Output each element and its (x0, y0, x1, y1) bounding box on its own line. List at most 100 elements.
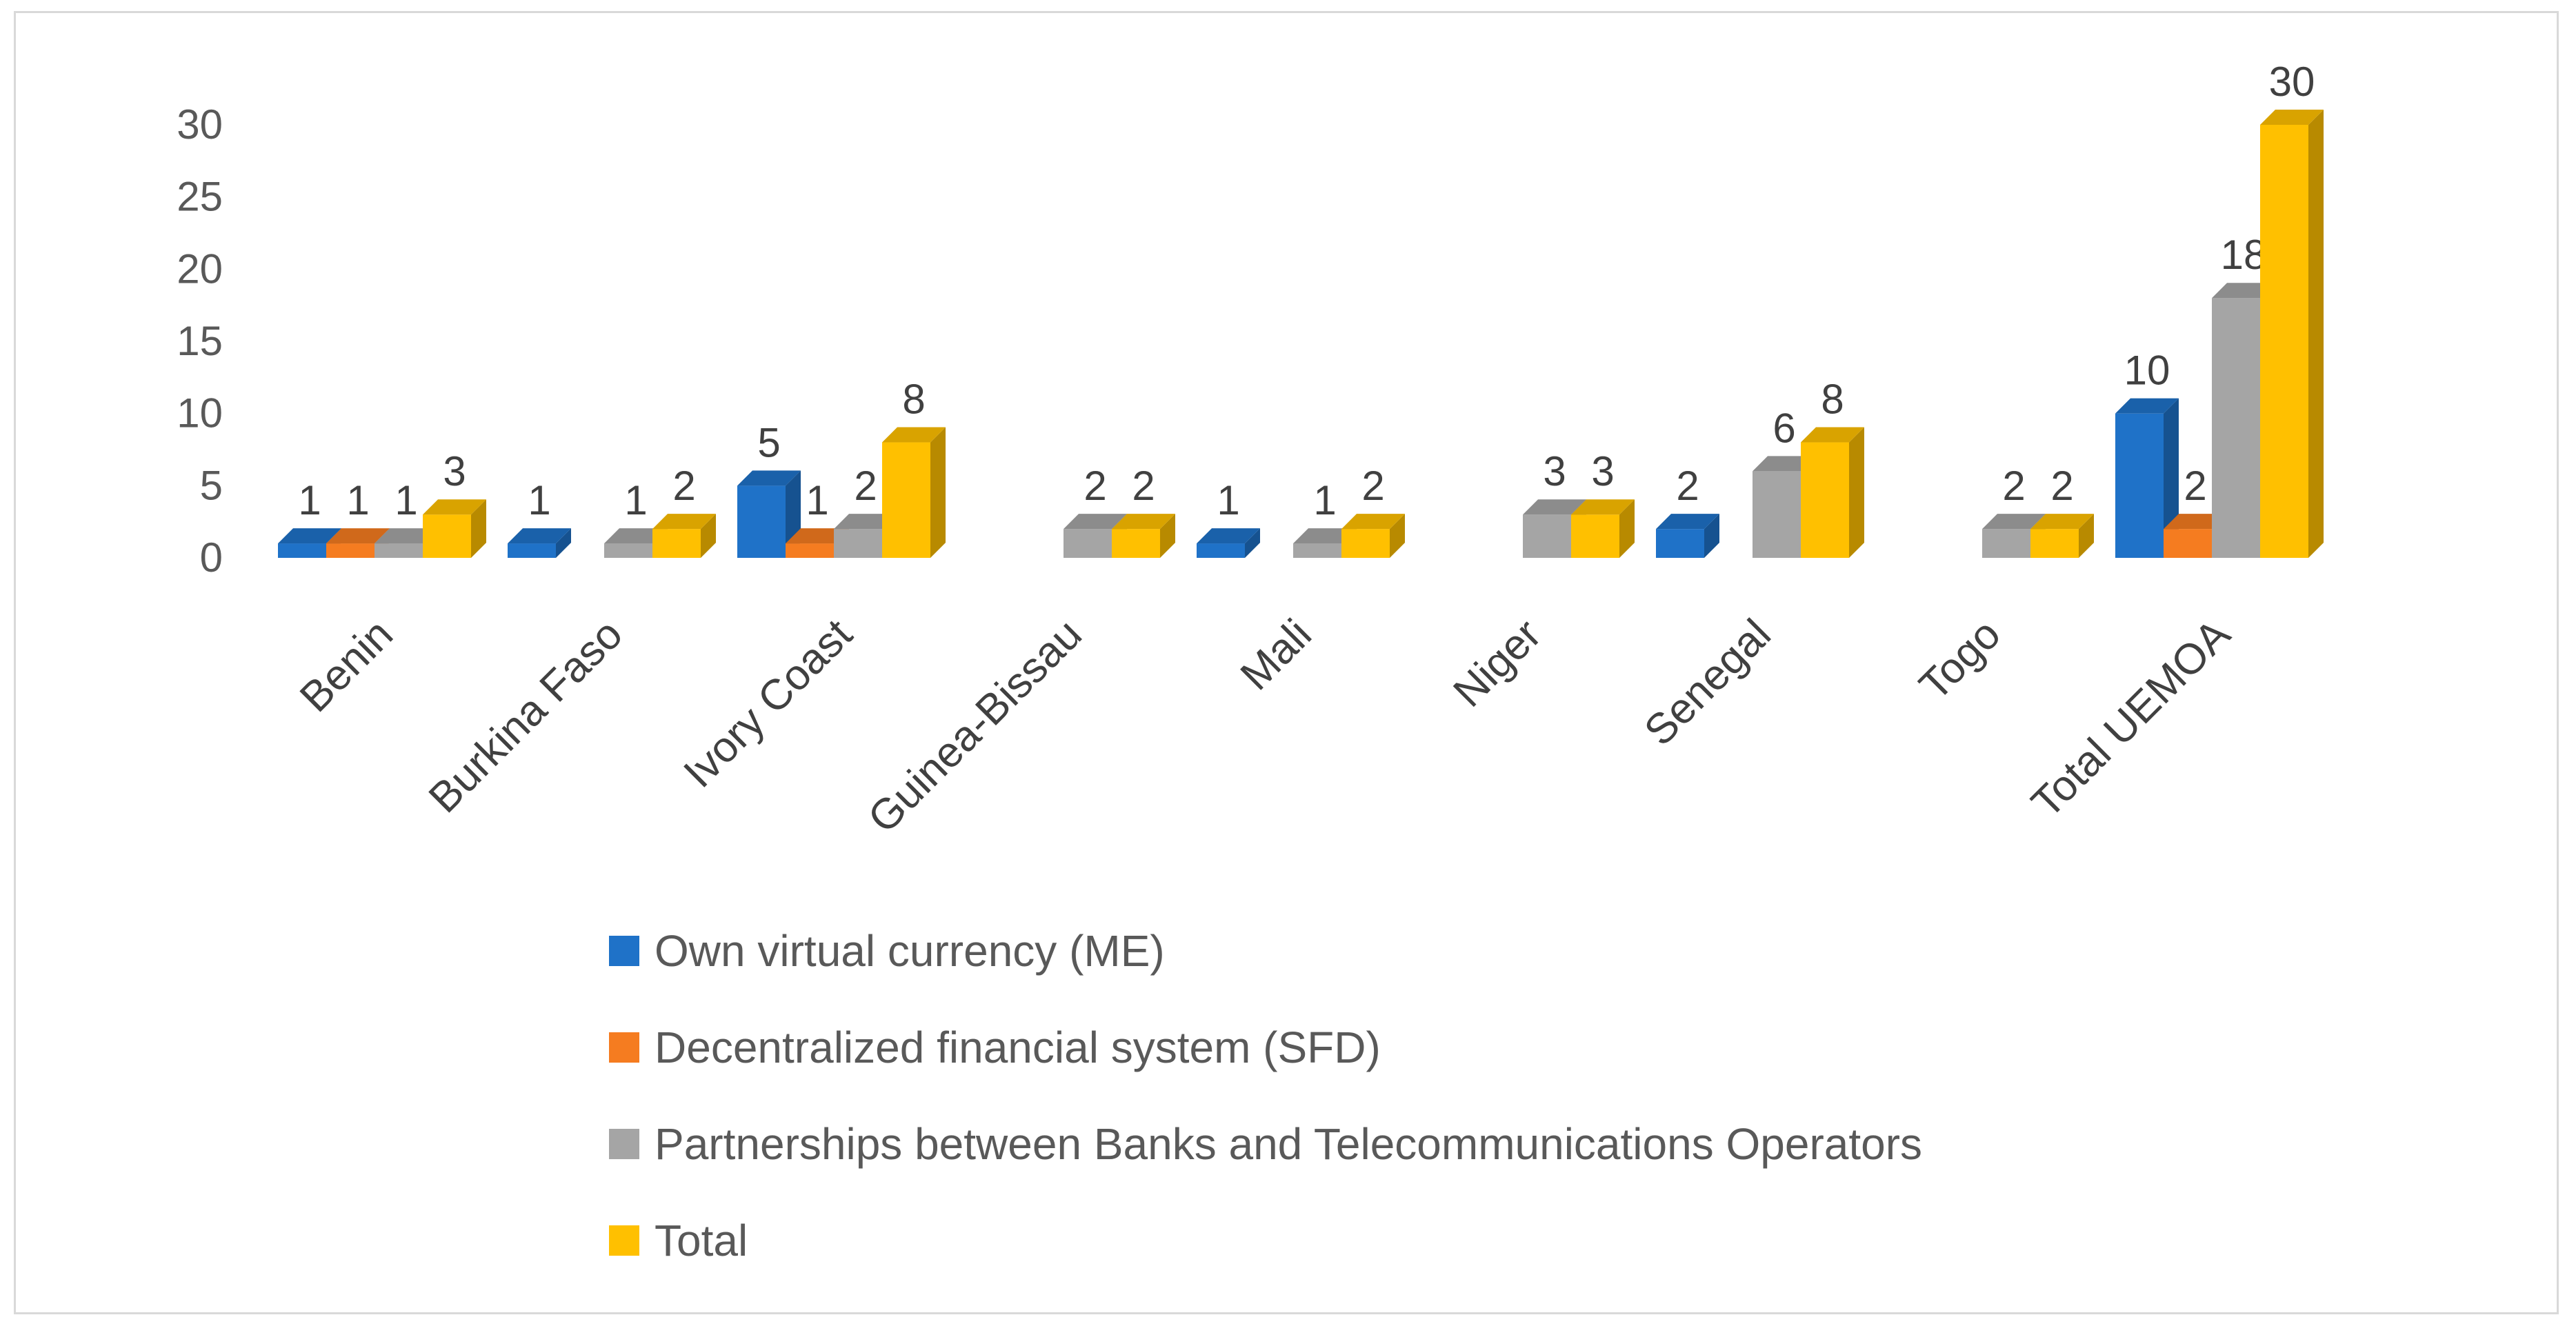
bar-side (1849, 427, 1864, 558)
bar-top (375, 528, 438, 544)
data-label: 2 (2050, 463, 2073, 509)
data-label: 1 (528, 477, 550, 523)
legend-label: Partnerships between Banks and Telecommu… (655, 1119, 1923, 1169)
bar-total-total-uemoa (2260, 110, 2324, 558)
legend-swatch (609, 1129, 639, 1159)
y-tick-label: 5 (200, 462, 223, 508)
bar-top (2030, 514, 2094, 530)
legend-label: Own virtual currency (ME) (655, 926, 1165, 976)
bar-total-senegal (1801, 427, 1864, 558)
bar-front (1801, 442, 1849, 558)
legend-item: Partnerships between Banks and Telecommu… (609, 1116, 1922, 1172)
bar-top (1982, 514, 2046, 530)
bar-front (1982, 529, 2030, 558)
bar-front (2115, 413, 2164, 558)
x-tick-label: Benin (291, 610, 402, 721)
legend-swatch (609, 1032, 639, 1063)
legend-item: Decentralized financial system (SFD) (609, 1020, 1381, 1075)
data-label: 1 (806, 477, 828, 523)
data-label: 2 (1361, 463, 1384, 509)
bar-front (604, 543, 652, 558)
data-label: 2 (854, 463, 877, 509)
bar-side (930, 427, 946, 558)
bar-front (1656, 529, 1704, 558)
bar-top (2164, 514, 2227, 530)
bar-total-niger (1571, 499, 1635, 558)
x-tick-label: Niger (1444, 610, 1550, 716)
bar-front (1197, 543, 1245, 558)
x-tick-label: Total UEMOA (2023, 610, 2240, 827)
bar-front (1064, 529, 1112, 558)
bar-front (786, 543, 834, 558)
bar-top (1801, 427, 1864, 443)
bar-side (556, 528, 571, 558)
y-tick-label: 10 (177, 390, 223, 436)
data-label: 8 (1821, 377, 1844, 423)
bar-total-benin (423, 499, 486, 558)
bar-front (326, 543, 375, 558)
data-label: 2 (1084, 463, 1106, 509)
bar-top (326, 528, 390, 544)
bar-top (2260, 110, 2324, 125)
bar-side (1160, 514, 1175, 558)
x-tick-label: Burkina Faso (420, 610, 632, 822)
bar-top (2115, 398, 2179, 414)
bar-front (278, 543, 326, 558)
y-tick-label: 0 (200, 534, 223, 581)
data-label: 6 (1773, 405, 1795, 451)
chart-frame: 0 5 10 15 20 25 30 1 1 1 3 Benin 1 1 2 Burkina Faso 5 1 2 8… (14, 11, 2559, 1314)
data-label: 2 (2184, 463, 2206, 509)
data-label: 30 (2269, 59, 2315, 105)
x-tick-label: Ivory Coast (675, 610, 861, 797)
bar-own-virtual-currency-me-burkina-faso (508, 528, 571, 558)
bar-front (882, 442, 930, 558)
bar-front (834, 529, 882, 558)
bar-top (604, 528, 668, 544)
data-label: 1 (346, 477, 369, 523)
bar-top (786, 528, 849, 544)
bar-top (737, 470, 801, 486)
bar-top (1571, 499, 1635, 515)
y-tick-label: 20 (177, 245, 223, 292)
bar-side (1390, 514, 1405, 558)
bar-front (2030, 529, 2079, 558)
bar-top (278, 528, 341, 544)
bar-total-mali (1341, 514, 1405, 558)
bar-top (652, 514, 716, 530)
data-label: 3 (1543, 448, 1566, 494)
data-label: 3 (443, 448, 466, 494)
bar-top (1197, 528, 1260, 544)
bar-top (1341, 514, 1405, 530)
x-tick-label: Mali (1232, 610, 1321, 699)
bar-front (375, 543, 423, 558)
x-tick-label: Senegal (1635, 610, 1780, 755)
bar-front (1523, 514, 1571, 558)
bar-top (2212, 283, 2275, 299)
bar-total-guinea-bissau (1112, 514, 1175, 558)
data-label: 1 (1313, 477, 1336, 523)
bar-total-burkina-faso (652, 514, 716, 558)
bar-front (1293, 543, 1341, 558)
legend-label: Total (655, 1216, 748, 1265)
bar-own-virtual-currency-me-mali (1197, 528, 1260, 558)
legend-item: Total (609, 1213, 748, 1268)
data-label: 2 (1132, 463, 1155, 509)
bar-side (471, 499, 486, 558)
data-label: 1 (624, 477, 647, 523)
bar-top (423, 499, 486, 515)
legend-label: Decentralized financial system (SFD) (655, 1023, 1381, 1072)
y-tick-label: 30 (177, 101, 223, 148)
bar-front (1753, 471, 1801, 558)
bar-total-togo (2030, 514, 2094, 558)
data-label: 18 (2221, 232, 2267, 278)
legend-swatch (609, 1225, 639, 1256)
bar-side (2079, 514, 2094, 558)
bar-top (1753, 456, 1816, 472)
data-label: 2 (1676, 463, 1699, 509)
bar-front (1112, 529, 1160, 558)
bar-own-virtual-currency-me-total-uemoa (2115, 398, 2179, 558)
bar-top (834, 514, 897, 530)
x-tick-label: Togo (1910, 610, 2010, 710)
bar-front (652, 529, 701, 558)
